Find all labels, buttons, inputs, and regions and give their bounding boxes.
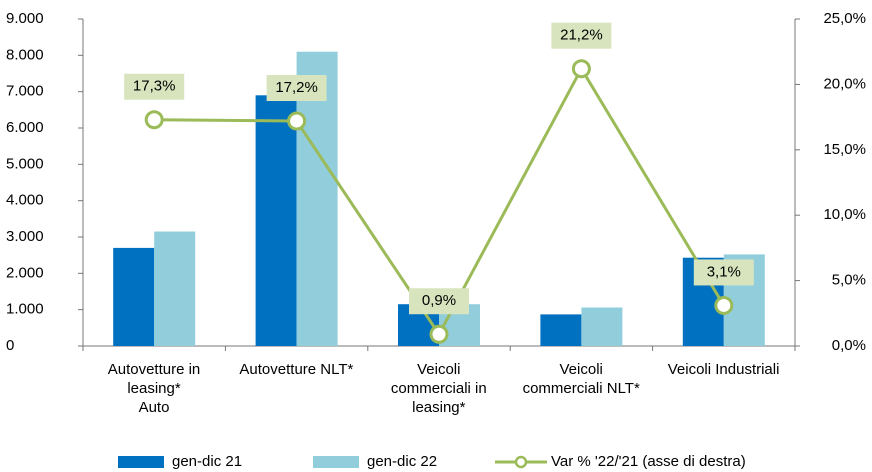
data-label: 0,9% — [422, 292, 456, 309]
y2-tick-label: 25,0% — [823, 10, 866, 27]
x-tick-label: Autovetture NLT* — [239, 361, 354, 378]
label-box — [266, 75, 327, 102]
legend-marker — [514, 455, 528, 469]
label-box — [551, 22, 612, 49]
line-marker — [287, 111, 307, 131]
y-tick-label: 9.000 — [6, 10, 44, 27]
bar — [154, 231, 196, 346]
legend-swatch — [118, 456, 164, 468]
y-tick-label: 7.000 — [6, 83, 44, 100]
legend-label: gen-dic 21 — [172, 453, 242, 470]
x-tick-label: Veicoli commerciali in leasing* — [390, 361, 487, 416]
bar — [581, 307, 623, 346]
y2-tick-label: 5,0% — [832, 272, 866, 289]
y2-tick-label: 0,0% — [832, 337, 866, 354]
data-label: 17,3% — [133, 78, 176, 95]
label-box — [693, 259, 754, 286]
y-tick-label: 1.000 — [6, 301, 44, 318]
x-tick-label: Autovetture in leasing* Auto — [107, 361, 201, 416]
label-box — [124, 73, 185, 100]
line-marker — [144, 110, 164, 130]
line-marker — [571, 59, 591, 79]
x-tick-label: Veicoli commerciali NLT* — [522, 361, 640, 397]
data-label: 3,1% — [707, 263, 741, 280]
bar — [113, 247, 155, 346]
y-tick-label: 2.000 — [6, 264, 44, 281]
data-label: 21,2% — [560, 27, 603, 44]
y-tick-label: 0 — [6, 337, 14, 354]
line-marker — [429, 324, 449, 344]
label-box — [409, 288, 469, 315]
y2-tick-label: 15,0% — [823, 141, 866, 158]
legend-swatch — [313, 456, 359, 468]
legend-label: gen-dic 22 — [367, 453, 437, 470]
bar — [540, 314, 582, 346]
data-label: 17,2% — [275, 79, 318, 96]
bar — [255, 95, 297, 346]
y2-tick-label: 20,0% — [823, 75, 866, 92]
y-tick-label: 3.000 — [6, 228, 44, 245]
y-tick-label: 6.000 — [6, 119, 44, 136]
legend-label: Var % '22/'21 (asse di destra) — [551, 453, 746, 470]
y-tick-label: 8.000 — [6, 46, 44, 63]
y2-tick-label: 10,0% — [823, 206, 866, 223]
y-tick-label: 4.000 — [6, 192, 44, 209]
line-marker — [714, 295, 734, 315]
x-tick-label: Veicoli Industriali — [667, 361, 780, 378]
y-tick-label: 5.000 — [6, 155, 44, 172]
